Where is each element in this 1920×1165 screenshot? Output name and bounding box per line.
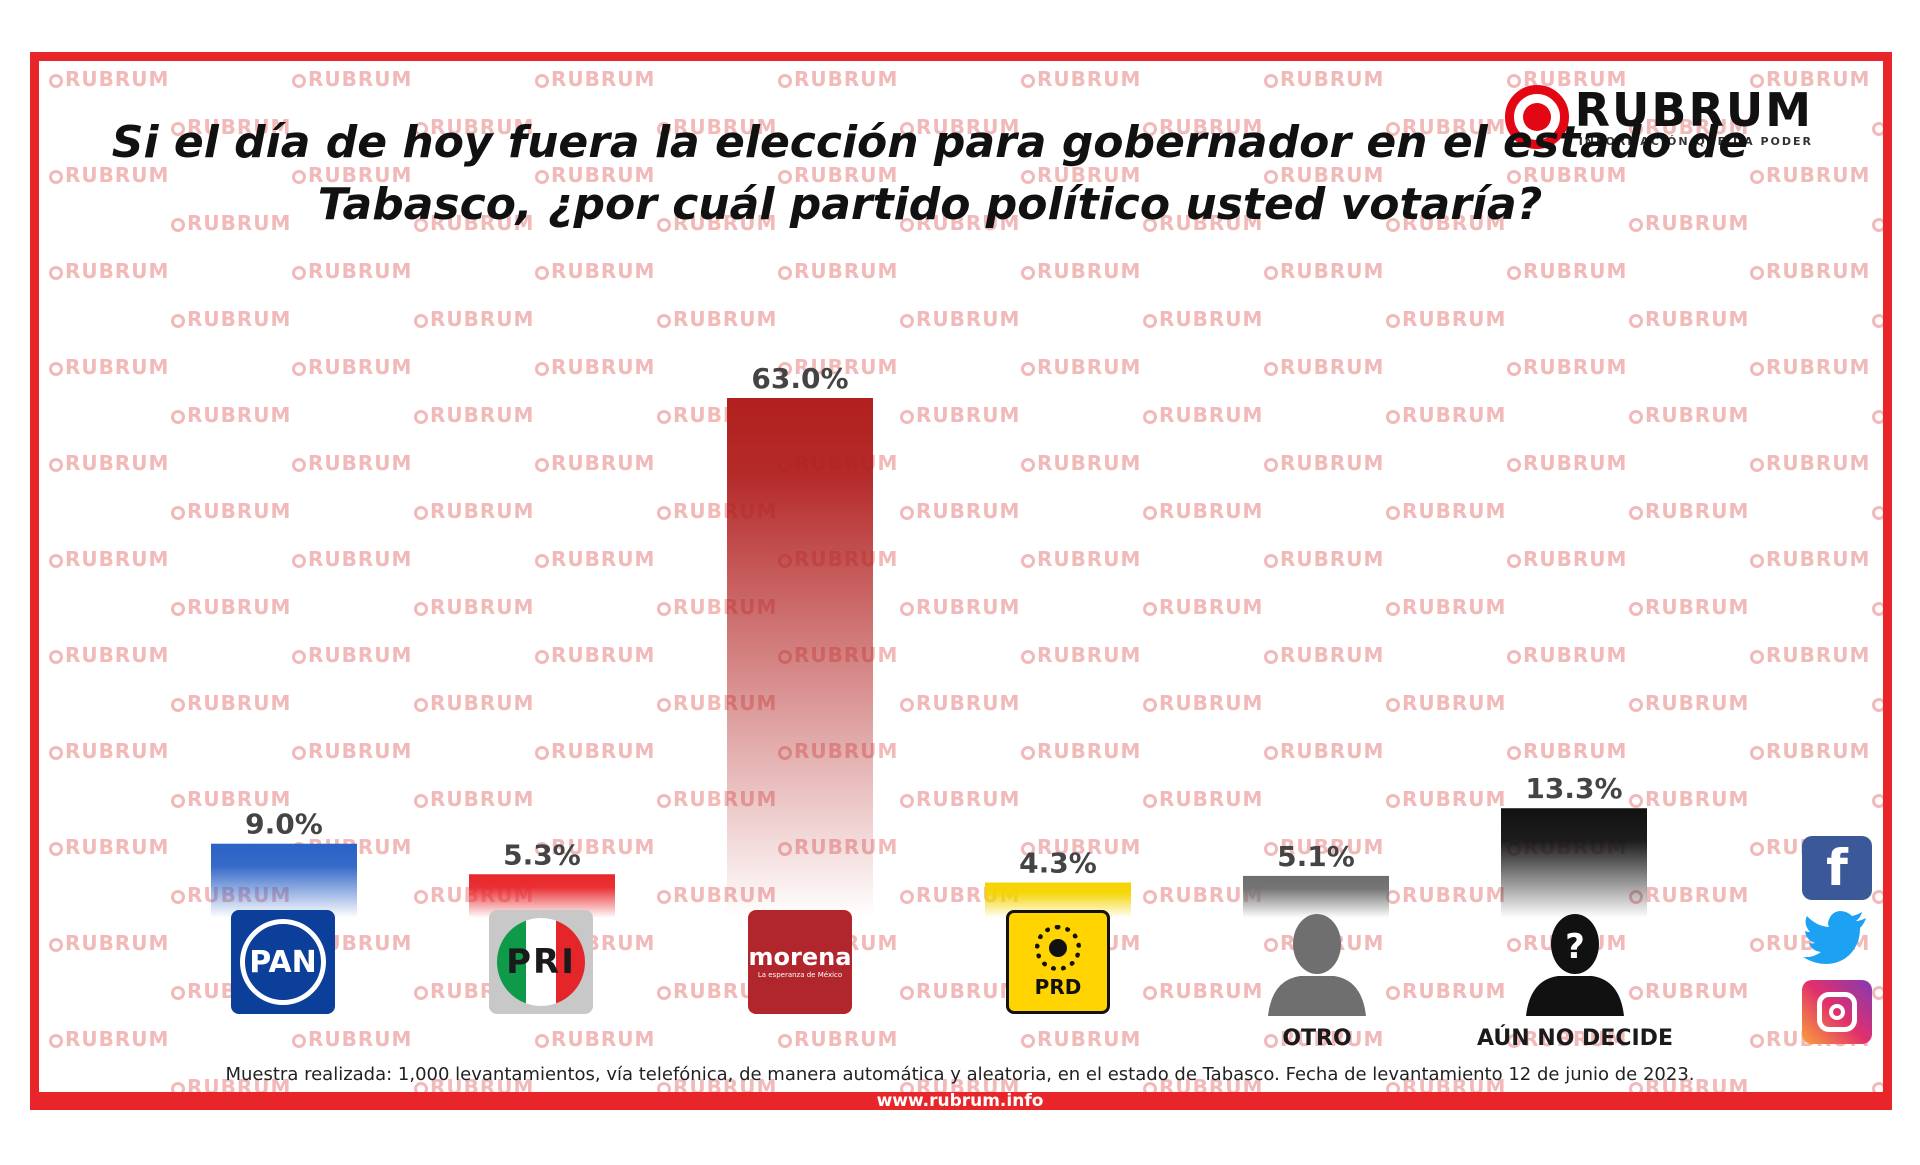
bar-otro	[1243, 875, 1389, 918]
prd-logo: PRD	[1006, 910, 1110, 1014]
twitter-icon[interactable]	[1802, 906, 1872, 970]
rubrum-ring-icon	[1504, 85, 1569, 149]
title-line-1: Si el día de hoy fuera la elección para …	[111, 117, 1749, 168]
pri-logo-text: PRI	[506, 942, 576, 982]
bar-morena	[727, 398, 873, 918]
instagram-icon[interactable]	[1802, 980, 1872, 1044]
footer-bar	[30, 1092, 1892, 1110]
person-silhouette-icon	[1268, 914, 1366, 1016]
facebook-icon[interactable]: f	[1802, 836, 1872, 900]
question-person-icon: ?	[1526, 914, 1624, 1016]
footnote: Muestra realizada: 1,000 levantamientos,…	[225, 1064, 1695, 1085]
category-label-aun-no-decide: AÚN NO DECIDE	[1477, 1026, 1673, 1051]
data-label: 5.1%	[1277, 840, 1355, 873]
brand-name: RUBRUM	[1574, 82, 1813, 137]
rubrum-logo: RUBRUM INFORMACIÓN QUE DA PODER	[1504, 82, 1813, 149]
data-label: 5.3%	[503, 838, 581, 871]
bar-a-n-no-decide	[1501, 808, 1647, 918]
data-label: 13.3%	[1525, 772, 1622, 805]
data-label: 4.3%	[1019, 847, 1097, 880]
morena-logo-subtitle: La esperanza de México	[757, 971, 843, 979]
sun-icon	[1035, 925, 1081, 971]
morena-logo-text: morena	[748, 943, 852, 971]
category-label-otro: OTRO	[1282, 1026, 1352, 1051]
data-label: 63.0%	[751, 362, 848, 395]
svg-text:?: ?	[1565, 927, 1585, 967]
data-label: 9.0%	[245, 808, 323, 841]
pan-logo: PAN	[231, 910, 335, 1014]
bar-pan	[211, 843, 357, 918]
brand-tagline: INFORMACIÓN QUE DA PODER	[1578, 134, 1813, 148]
prd-logo-text: PRD	[1034, 975, 1082, 999]
pan-logo-text: PAN	[240, 919, 326, 1005]
pri-logo: PRI	[489, 910, 593, 1014]
chart-title: Si el día de hoy fuera la elección para …	[90, 112, 1770, 236]
title-line-2: Tabasco, ¿por cuál partido político uste…	[317, 179, 1543, 230]
morena-logo: morena La esperanza de México	[748, 910, 852, 1014]
website-link[interactable]: www.rubrum.info	[876, 1091, 1044, 1111]
